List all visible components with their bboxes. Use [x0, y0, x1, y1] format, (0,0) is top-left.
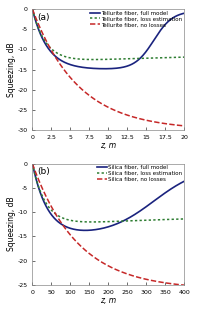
Tellurite fiber, full model [93, 66, 95, 70]
Silica fiber, full model [93, 228, 95, 232]
Tellurite fiber, full model [47, 46, 49, 50]
Silica fiber, no losses [152, 279, 155, 283]
Tellurite fiber, loss estimation [93, 58, 95, 61]
Silica fiber, full model [47, 207, 49, 211]
Tellurite fiber, full model [183, 11, 185, 15]
Silica fiber, no losses [93, 255, 95, 259]
Tellurite fiber, no losses [183, 124, 185, 128]
Silica fiber, loss estimation [150, 218, 152, 222]
Tellurite fiber, no losses [98, 100, 100, 104]
Tellurite fiber, full model [31, 7, 33, 11]
Tellurite fiber, loss estimation [31, 7, 33, 11]
Tellurite fiber, loss estimation [183, 55, 185, 59]
Tellurite fiber, full model [152, 39, 155, 42]
Line: Silica fiber, full model: Silica fiber, full model [32, 163, 184, 230]
Tellurite fiber, full model [103, 67, 106, 71]
Text: (a): (a) [37, 12, 49, 22]
Silica fiber, no losses [47, 198, 49, 202]
Tellurite fiber, full model [136, 59, 138, 63]
Tellurite fiber, no losses [135, 116, 138, 120]
Silica fiber, full model [98, 227, 100, 231]
X-axis label: z, m: z, m [100, 296, 116, 305]
Silica fiber, full model [84, 228, 86, 232]
Tellurite fiber, loss estimation [136, 56, 138, 60]
Line: Tellurite fiber, full model: Tellurite fiber, full model [32, 9, 184, 69]
Silica fiber, loss estimation [31, 162, 33, 165]
Silica fiber, no losses [31, 162, 33, 165]
Line: Tellurite fiber, loss estimation: Tellurite fiber, loss estimation [32, 9, 184, 60]
Y-axis label: Squeezing, dB: Squeezing, dB [7, 42, 16, 97]
Line: Tellurite fiber, no losses: Tellurite fiber, no losses [32, 9, 184, 126]
Tellurite fiber, no losses [93, 97, 95, 100]
Silica fiber, full model [136, 211, 138, 215]
Silica fiber, full model [150, 202, 152, 205]
Silica fiber, loss estimation [91, 220, 93, 224]
Silica fiber, no losses [98, 259, 100, 262]
Silica fiber, no losses [150, 278, 152, 282]
Line: Silica fiber, no losses: Silica fiber, no losses [32, 163, 184, 285]
Text: (b): (b) [37, 167, 50, 176]
Legend: Tellurite fiber, full model, Tellurite fiber, loss estimation, Tellurite fiber, : Tellurite fiber, full model, Tellurite f… [89, 10, 183, 28]
Y-axis label: Squeezing, dB: Squeezing, dB [7, 197, 16, 251]
Tellurite fiber, full model [150, 43, 152, 46]
Tellurite fiber, no losses [31, 7, 33, 11]
Tellurite fiber, no losses [152, 120, 155, 124]
Tellurite fiber, loss estimation [47, 43, 49, 47]
Silica fiber, loss estimation [136, 219, 138, 222]
Tellurite fiber, no losses [150, 119, 152, 123]
Tellurite fiber, full model [98, 67, 100, 71]
Silica fiber, full model [31, 162, 33, 165]
Silica fiber, full model [152, 199, 155, 203]
Silica fiber, loss estimation [47, 204, 49, 208]
Silica fiber, full model [183, 179, 185, 183]
Silica fiber, loss estimation [152, 218, 155, 222]
Tellurite fiber, loss estimation [152, 56, 155, 60]
X-axis label: z, m: z, m [100, 141, 116, 150]
Tellurite fiber, loss estimation [93, 58, 95, 61]
Silica fiber, no losses [183, 283, 185, 287]
Tellurite fiber, loss estimation [150, 56, 152, 60]
Silica fiber, loss estimation [93, 220, 95, 224]
Legend: Silica fiber, full model, Silica fiber, loss estimation, Silica fiber, no losses: Silica fiber, full model, Silica fiber, … [96, 165, 183, 183]
Silica fiber, no losses [135, 275, 138, 279]
Tellurite fiber, loss estimation [98, 58, 100, 61]
Line: Silica fiber, loss estimation: Silica fiber, loss estimation [32, 163, 184, 222]
Silica fiber, loss estimation [183, 217, 185, 221]
Silica fiber, loss estimation [98, 220, 100, 224]
Tellurite fiber, no losses [47, 42, 49, 46]
